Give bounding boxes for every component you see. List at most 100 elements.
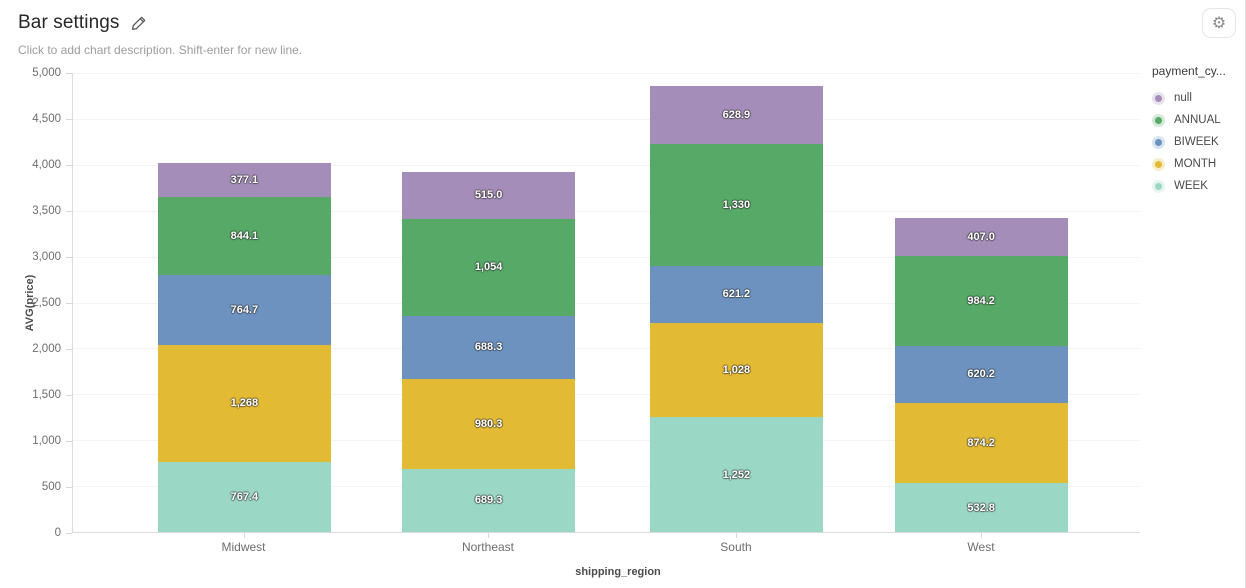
y-tick-label: 3,000 bbox=[32, 251, 61, 263]
bar-segment-value: 1,268 bbox=[230, 397, 259, 410]
x-tick-label-midwest: Midwest bbox=[221, 540, 266, 554]
y-gridline bbox=[73, 440, 1140, 442]
bar-segment-BIWEEK[interactable]: 621.2 bbox=[649, 265, 823, 323]
bar-segment-value: 844.1 bbox=[230, 230, 259, 243]
bar-segment-value: 532.8 bbox=[967, 501, 995, 514]
y-tick-mark bbox=[66, 440, 72, 442]
bar-segment-value: 1,028 bbox=[722, 363, 751, 376]
edit-title-icon[interactable] bbox=[131, 15, 147, 31]
gear-icon: ⚙ bbox=[1211, 13, 1227, 32]
bar-segment-null[interactable]: 407.0 bbox=[894, 218, 1068, 256]
y-tick-mark bbox=[66, 302, 72, 304]
x-tick-mark bbox=[243, 533, 245, 538]
y-gridline bbox=[73, 210, 1140, 212]
bar-segment-value: 515.0 bbox=[474, 189, 503, 202]
bar-segment-value: 1,330 bbox=[722, 198, 751, 211]
y-tick-label: 2,500 bbox=[32, 297, 61, 309]
bar-segment-WEEK[interactable]: 1,252 bbox=[649, 417, 823, 533]
y-tick-label: 4,000 bbox=[32, 159, 61, 171]
legend: payment_cy... null ANNUAL BIWEEK MONTH WEEK bbox=[1152, 64, 1226, 197]
bar-segment-BIWEEK[interactable]: 688.3 bbox=[402, 315, 575, 379]
x-tick-label-south: South bbox=[720, 540, 752, 554]
x-tick-mark bbox=[735, 533, 737, 538]
y-tick-label: 0 bbox=[54, 527, 61, 539]
x-tick-label-west: West bbox=[967, 540, 995, 554]
y-gridline bbox=[73, 164, 1140, 166]
bar-segment-null[interactable]: 628.9 bbox=[649, 85, 823, 144]
y-gridline bbox=[73, 118, 1140, 120]
legend-label: null bbox=[1174, 92, 1192, 104]
y-gridline bbox=[73, 394, 1140, 396]
bar-segment-value: 980.3 bbox=[474, 417, 503, 430]
bar-segment-ANNUAL[interactable]: 1,330 bbox=[649, 143, 823, 266]
legend-swatch-icon bbox=[1152, 113, 1165, 127]
bar-segment-value: 688.3 bbox=[474, 341, 503, 354]
legend-label: MONTH bbox=[1174, 158, 1217, 170]
y-tick-mark bbox=[66, 486, 72, 488]
bar-segment-ANNUAL[interactable]: 1,054 bbox=[402, 218, 575, 316]
bar-segment-BIWEEK[interactable]: 620.2 bbox=[894, 345, 1068, 403]
y-tick-label: 2,000 bbox=[32, 343, 61, 355]
legend-item-ANNUAL[interactable]: ANNUAL bbox=[1152, 109, 1226, 131]
y-tick-mark bbox=[66, 394, 72, 396]
legend-swatch-icon bbox=[1152, 179, 1165, 193]
bar-northeast: 515.0 1,054 688.3 980.3 689.3 bbox=[402, 171, 575, 532]
legend-items: null ANNUAL BIWEEK MONTH WEEK bbox=[1152, 87, 1226, 197]
y-tick-label: 3,500 bbox=[32, 205, 61, 217]
bar-segment-BIWEEK[interactable]: 764.7 bbox=[157, 274, 331, 346]
x-tick-mark bbox=[487, 533, 489, 538]
y-gridline bbox=[73, 302, 1140, 304]
chart-description-placeholder[interactable]: Click to add chart description. Shift-en… bbox=[18, 43, 303, 57]
bar-segment-value: 984.2 bbox=[967, 294, 995, 307]
page-title[interactable]: Bar settings bbox=[18, 12, 120, 33]
y-tick-mark bbox=[66, 118, 72, 120]
y-gridline bbox=[73, 256, 1140, 258]
y-tick-mark bbox=[66, 532, 72, 534]
bar-segment-value: 1,054 bbox=[474, 261, 503, 274]
legend-swatch-icon bbox=[1152, 135, 1165, 149]
x-tick-mark bbox=[980, 533, 982, 538]
bar-segment-null[interactable]: 515.0 bbox=[402, 171, 575, 219]
settings-button[interactable]: ⚙ bbox=[1202, 8, 1236, 38]
legend-item-BIWEEK[interactable]: BIWEEK bbox=[1152, 131, 1226, 153]
bar-segment-WEEK[interactable]: 532.8 bbox=[894, 483, 1068, 532]
bar-segment-WEEK[interactable]: 767.4 bbox=[157, 461, 331, 532]
legend-item-WEEK[interactable]: WEEK bbox=[1152, 175, 1226, 197]
bar-segment-ANNUAL[interactable]: 984.2 bbox=[894, 255, 1068, 346]
bar-segment-MONTH[interactable]: 874.2 bbox=[894, 402, 1068, 484]
legend-item-null[interactable]: null bbox=[1152, 87, 1226, 109]
bar-segment-WEEK[interactable]: 689.3 bbox=[402, 468, 575, 532]
y-tick-label: 5,000 bbox=[32, 67, 61, 79]
bar-segment-value: 764.7 bbox=[230, 304, 259, 317]
bar-segment-value: 767.4 bbox=[230, 490, 259, 503]
bar-segment-value: 621.2 bbox=[722, 288, 751, 301]
y-tick-mark bbox=[66, 210, 72, 212]
bar-segment-ANNUAL[interactable]: 844.1 bbox=[157, 197, 331, 275]
bar-segment-MONTH[interactable]: 980.3 bbox=[402, 378, 575, 469]
bar-segment-value: 628.9 bbox=[722, 108, 751, 121]
y-tick-label: 1,500 bbox=[32, 389, 61, 401]
bar-segment-value: 874.2 bbox=[967, 436, 995, 449]
legend-swatch-icon bbox=[1152, 157, 1165, 171]
y-tick-mark bbox=[66, 72, 72, 74]
legend-item-MONTH[interactable]: MONTH bbox=[1152, 153, 1226, 175]
bar-segment-MONTH[interactable]: 1,028 bbox=[649, 322, 823, 418]
legend-title: payment_cy... bbox=[1152, 64, 1226, 78]
x-axis-label: shipping_region bbox=[575, 566, 661, 578]
y-tick-mark bbox=[66, 256, 72, 258]
bar-segment-value: 620.2 bbox=[967, 368, 995, 381]
x-tick-label-northeast: Northeast bbox=[461, 540, 514, 554]
y-tick-label: 4,500 bbox=[32, 113, 61, 125]
bar-segment-null[interactable]: 377.1 bbox=[157, 162, 331, 198]
y-gridline bbox=[73, 486, 1140, 488]
bar-segment-MONTH[interactable]: 1,268 bbox=[157, 345, 331, 462]
legend-label: ANNUAL bbox=[1174, 114, 1221, 126]
legend-swatch-icon bbox=[1152, 91, 1165, 105]
chart-header: Bar settings bbox=[18, 12, 147, 34]
legend-label: WEEK bbox=[1174, 180, 1208, 192]
bar-segment-value: 689.3 bbox=[474, 494, 503, 507]
bar-segment-value: 377.1 bbox=[230, 174, 259, 187]
y-tick-mark bbox=[66, 348, 72, 350]
bar-west: 407.0 984.2 620.2 874.2 532.8 bbox=[894, 218, 1068, 532]
